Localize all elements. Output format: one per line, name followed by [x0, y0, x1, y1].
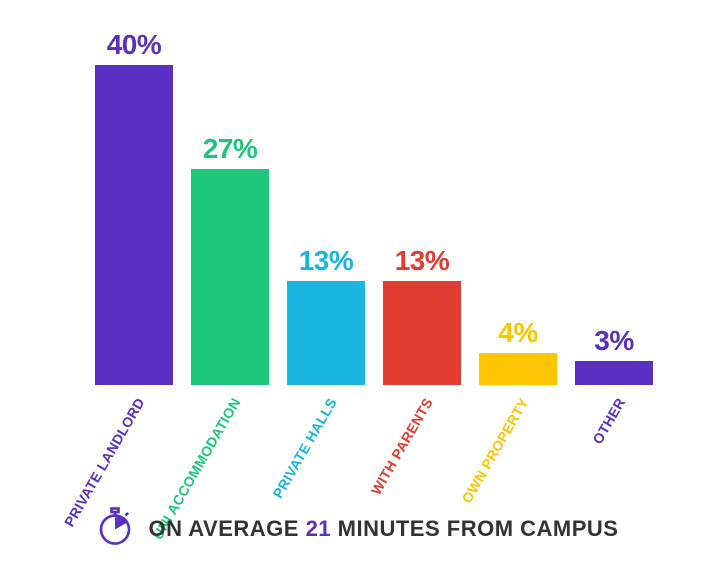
- bar: [95, 65, 173, 385]
- bar: [287, 281, 365, 385]
- footer-highlight: 21: [306, 516, 331, 541]
- bar-category-label: PRIVATE HALLS: [269, 395, 339, 501]
- stopwatch-icon: [94, 505, 136, 552]
- housing-bar-chart: 40%PRIVATE LANDLORD27%UNI ACCOMMODATION1…: [95, 20, 675, 385]
- bar-group: 13%WITH PARENTS: [383, 245, 461, 385]
- bar: [575, 361, 653, 385]
- footer-text: ON AVERAGE 21 MINUTES FROM CAMPUS: [148, 516, 618, 542]
- bar-category-label: OTHER: [589, 395, 628, 447]
- footer-line: ON AVERAGE 21 MINUTES FROM CAMPUS: [0, 505, 713, 552]
- footer-post: MINUTES FROM CAMPUS: [331, 516, 618, 541]
- bar-group: 3%OTHER: [575, 325, 653, 385]
- bar-group: 13%PRIVATE HALLS: [287, 245, 365, 385]
- bar-group: 27%UNI ACCOMMODATION: [191, 133, 269, 385]
- bar-group: 4%OWN PROPERTY: [479, 317, 557, 385]
- bar-value-label: 3%: [575, 325, 653, 357]
- footer-pre: ON AVERAGE: [148, 516, 305, 541]
- bar-value-label: 27%: [191, 133, 269, 165]
- bar: [479, 353, 557, 385]
- bar-group: 40%PRIVATE LANDLORD: [95, 29, 173, 385]
- bar-category-label: OWN PROPERTY: [459, 395, 532, 506]
- bar: [191, 169, 269, 385]
- bar: [383, 281, 461, 385]
- bar-category-label: WITH PARENTS: [367, 395, 435, 498]
- bar-value-label: 13%: [383, 245, 461, 277]
- bar-value-label: 40%: [95, 29, 173, 61]
- bar-value-label: 4%: [479, 317, 557, 349]
- bar-value-label: 13%: [287, 245, 365, 277]
